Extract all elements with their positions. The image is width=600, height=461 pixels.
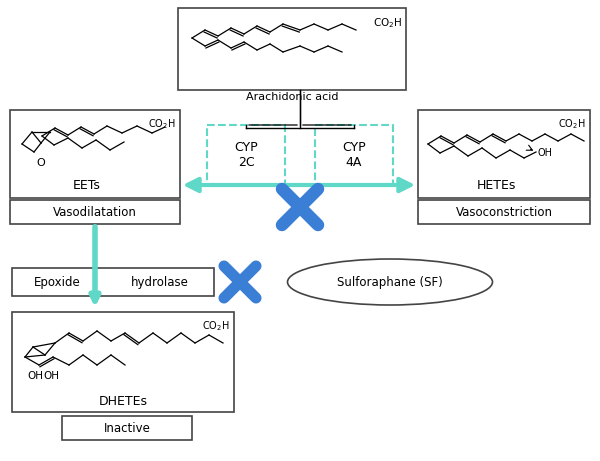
Text: HETEs: HETEs [476, 179, 515, 192]
FancyBboxPatch shape [10, 110, 180, 198]
Text: CO$_2$H: CO$_2$H [148, 117, 176, 131]
Text: CYP
2C: CYP 2C [234, 141, 258, 169]
FancyBboxPatch shape [315, 125, 393, 185]
FancyBboxPatch shape [418, 110, 590, 198]
FancyBboxPatch shape [12, 312, 234, 412]
Text: Inactive: Inactive [104, 421, 151, 435]
Text: Sulforaphane (SF): Sulforaphane (SF) [337, 276, 443, 289]
Text: DHETEs: DHETEs [98, 395, 148, 408]
Text: Epoxide: Epoxide [34, 276, 80, 289]
Text: O: O [37, 158, 46, 168]
Text: CO$_2$H: CO$_2$H [373, 16, 402, 30]
FancyBboxPatch shape [178, 8, 406, 90]
Text: OH: OH [43, 371, 59, 381]
Text: CO$_2$H: CO$_2$H [202, 319, 230, 333]
Text: OH: OH [27, 371, 43, 381]
Text: OH: OH [538, 148, 553, 158]
Text: Vasodilatation: Vasodilatation [53, 206, 137, 219]
FancyBboxPatch shape [12, 268, 214, 296]
Text: Arachidonic acid: Arachidonic acid [246, 92, 338, 102]
Text: EETs: EETs [73, 179, 101, 192]
FancyBboxPatch shape [207, 125, 285, 185]
Text: CYP
4A: CYP 4A [342, 141, 366, 169]
Text: Vasoconstriction: Vasoconstriction [455, 206, 553, 219]
FancyBboxPatch shape [418, 200, 590, 224]
Ellipse shape [287, 259, 493, 305]
FancyBboxPatch shape [10, 200, 180, 224]
Text: hydrolase: hydrolase [131, 276, 189, 289]
Text: CO$_2$H: CO$_2$H [559, 117, 586, 131]
FancyBboxPatch shape [62, 416, 192, 440]
